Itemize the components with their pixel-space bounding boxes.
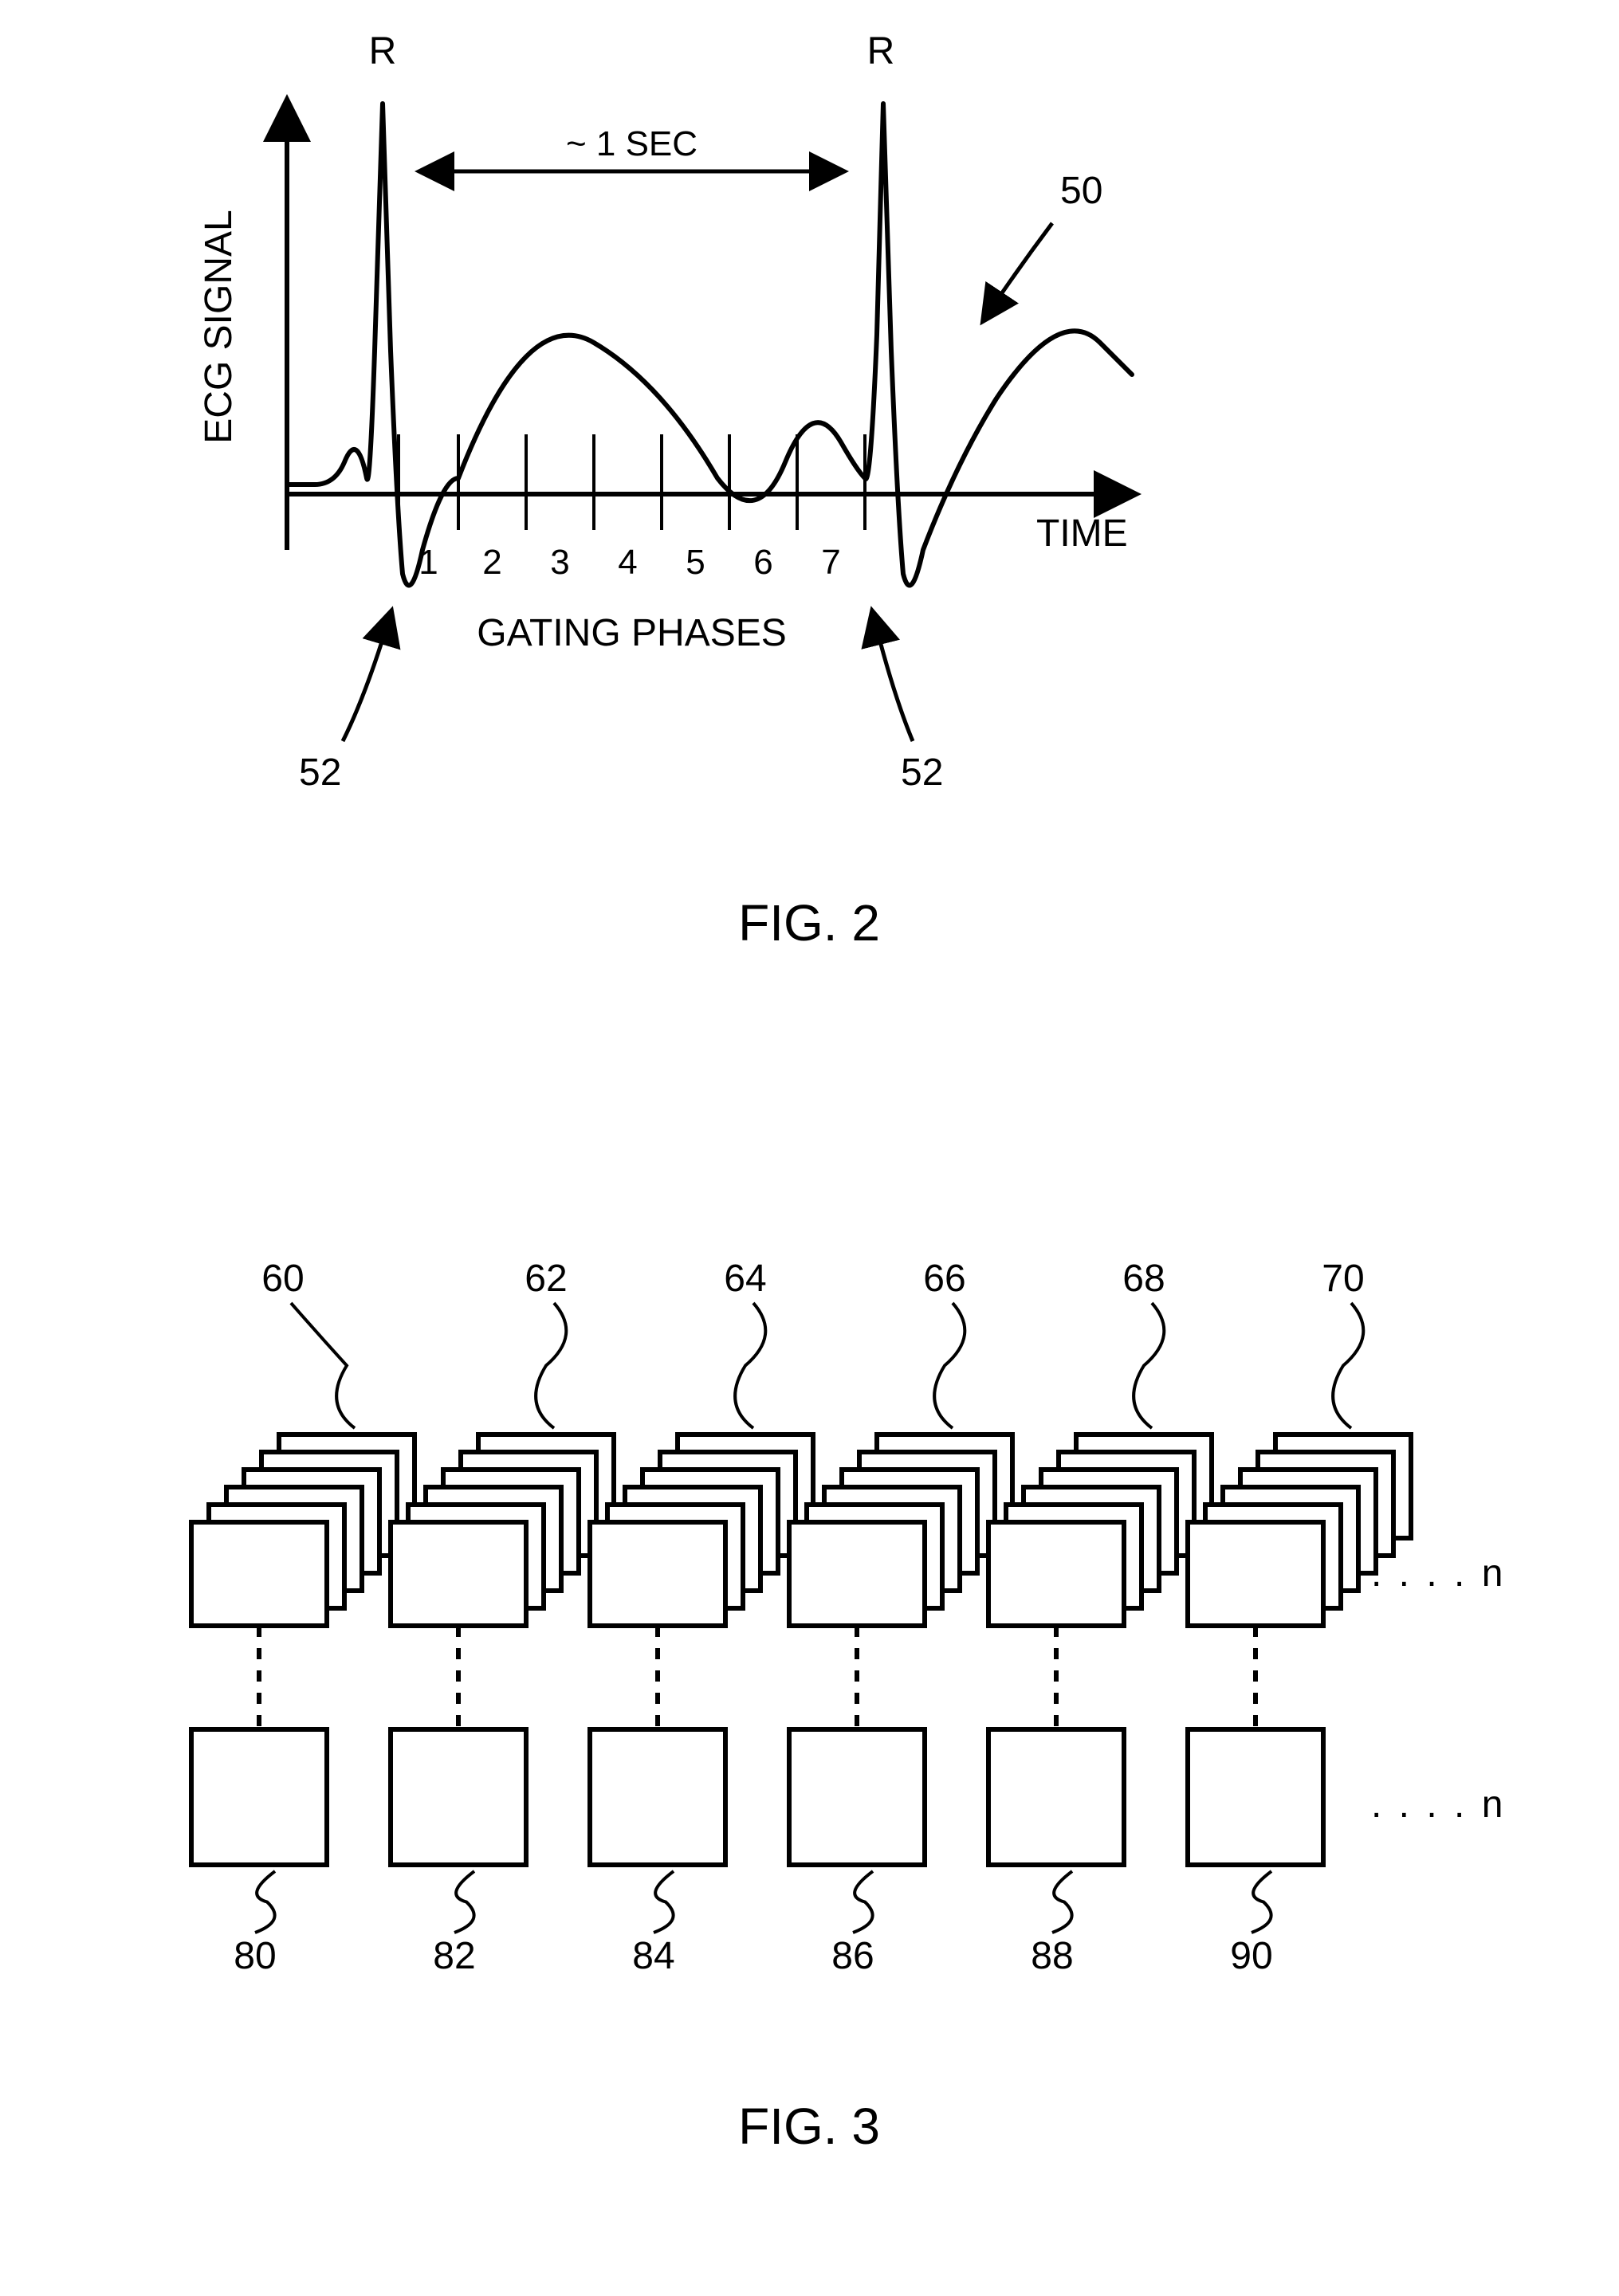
output-square <box>789 1729 925 1865</box>
top-ref-squiggle <box>934 1303 965 1428</box>
ecg-curve <box>287 104 1132 586</box>
fig2-y-label: ECG SIGNAL <box>198 210 240 443</box>
output-square <box>191 1729 327 1865</box>
output-square <box>988 1729 1124 1865</box>
ref-52-right-arrow <box>873 614 913 741</box>
gating-number: 4 <box>618 543 637 582</box>
top-ref: 60 <box>261 1258 304 1300</box>
ref-52-left: 52 <box>299 752 341 794</box>
fig2-x-label: TIME <box>1036 512 1128 555</box>
bottom-ref: 88 <box>1031 1935 1073 1977</box>
bottom-ref-squiggle <box>454 1871 474 1933</box>
output-square <box>590 1729 725 1865</box>
top-ref-squiggle <box>1134 1303 1164 1428</box>
output-square <box>391 1729 526 1865</box>
gating-number: 1 <box>419 543 438 582</box>
bottom-ref-squiggle <box>1052 1871 1072 1933</box>
bottom-ref-squiggle <box>1252 1871 1271 1933</box>
gating-number: 3 <box>550 543 569 582</box>
ref-50-arrow <box>984 223 1052 319</box>
ref-52-left-arrow <box>343 614 391 741</box>
top-ref: 64 <box>724 1258 766 1300</box>
image-stack-card <box>590 1522 725 1626</box>
gating-phases-label: GATING PHASES <box>477 612 787 654</box>
fig3-title: FIG. 3 <box>738 2098 880 2155</box>
span-label: ~ 1 SEC <box>566 124 698 163</box>
gating-number: 6 <box>753 543 772 582</box>
gating-number: 2 <box>482 543 501 582</box>
image-stack-card <box>1188 1522 1323 1626</box>
fig2-title: FIG. 2 <box>738 894 880 952</box>
gating-number: 7 <box>821 543 840 582</box>
bottom-ref-squiggle <box>853 1871 873 1933</box>
bottom-ref: 86 <box>831 1935 874 1977</box>
top-ref-squiggle <box>1333 1303 1363 1428</box>
r-label-2: R <box>867 30 895 73</box>
image-stack-card <box>988 1522 1124 1626</box>
top-ref: 62 <box>525 1258 567 1300</box>
top-ref: 70 <box>1322 1258 1364 1300</box>
bottom-ref: 82 <box>433 1935 475 1977</box>
image-stack-card <box>789 1522 925 1626</box>
bottom-ref: 90 <box>1230 1935 1272 1977</box>
r-label-1: R <box>369 30 397 73</box>
n-label-top: . . . . n <box>1371 1552 1506 1595</box>
ref-52-right: 52 <box>901 752 943 794</box>
gating-number: 5 <box>686 543 705 582</box>
bottom-ref: 80 <box>234 1935 276 1977</box>
n-label-bottom: . . . . n <box>1371 1784 1506 1826</box>
image-stack-card <box>391 1522 526 1626</box>
ref-50: 50 <box>1060 170 1102 212</box>
top-ref-squiggle <box>735 1303 765 1428</box>
image-stack-card <box>191 1522 327 1626</box>
top-ref-squiggle <box>536 1303 566 1428</box>
bottom-ref: 84 <box>632 1935 674 1977</box>
top-ref: 66 <box>923 1258 965 1300</box>
top-ref: 68 <box>1122 1258 1165 1300</box>
bottom-ref-squiggle <box>654 1871 674 1933</box>
top-ref-squiggle <box>291 1303 355 1428</box>
bottom-ref-squiggle <box>255 1871 275 1933</box>
output-square <box>1188 1729 1323 1865</box>
